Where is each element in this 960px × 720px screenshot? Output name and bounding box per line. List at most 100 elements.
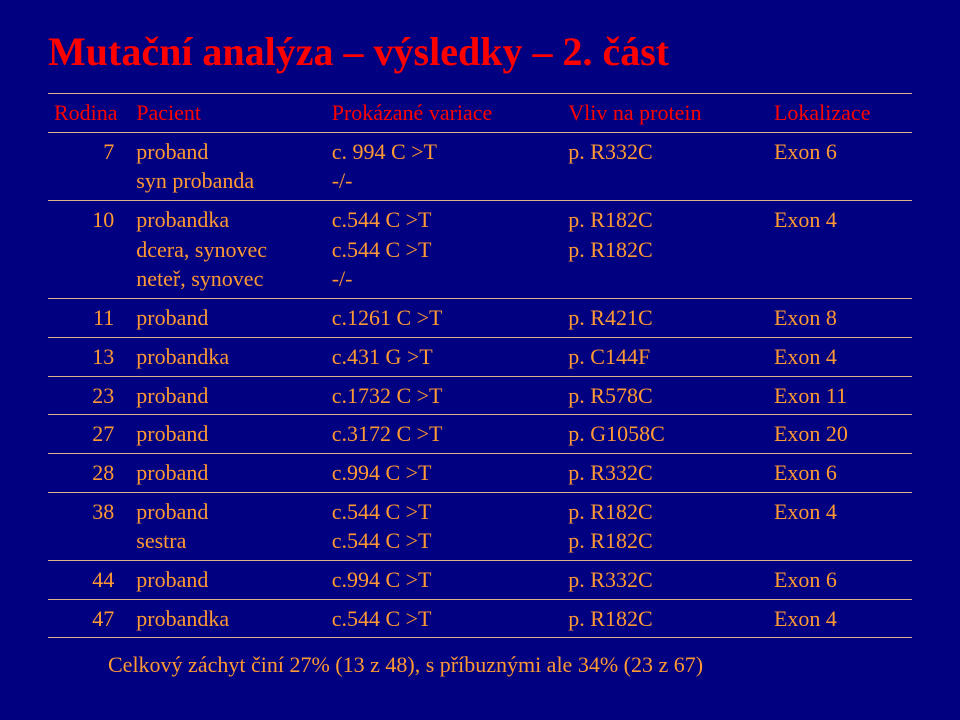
summary-footer: Celkový záchyt činí 27% (13 z 48), s pří… [48, 652, 912, 678]
cell-protein: p. R182Cp. R182C [562, 201, 768, 299]
cell-rodina: 47 [48, 599, 130, 638]
cell-line: proband [136, 458, 319, 488]
cell-line: c.431 G >T [332, 342, 557, 372]
cell-line: syn probanda [136, 166, 319, 196]
cell-rodina: 44 [48, 560, 130, 599]
cell-line: sestra [136, 526, 319, 556]
cell-line: neteř, synovec [136, 264, 319, 294]
cell-lokalizace: Exon 4 [768, 492, 912, 560]
cell-pacient: probandsestra [130, 492, 325, 560]
cell-variace: c.1732 C >T [326, 376, 563, 415]
table-row: 23proband c.1732 C >T p. R578CExon 11 [48, 376, 912, 415]
table-row: 27probandc.3172 C >Tp. G1058CExon 20 [48, 415, 912, 454]
cell-variace: c.994 C >T [326, 453, 563, 492]
cell-variace: c.1261 C >T [326, 299, 563, 338]
table-row: 28proband c.994 C >Tp. R332CExon 6 [48, 453, 912, 492]
col-rodina: Rodina [48, 94, 130, 133]
cell-line: p. G1058C [568, 419, 762, 449]
cell-rodina: 10 [48, 201, 130, 299]
cell-line: p. R332C [568, 137, 762, 167]
cell-line: proband [136, 303, 319, 333]
cell-variace: c.544 C >Tc.544 C >T-/- [326, 201, 563, 299]
cell-line: probandka [136, 342, 319, 372]
cell-lokalizace: Exon 4 [768, 599, 912, 638]
cell-line: proband [136, 419, 319, 449]
table-row: 10probandkadcera, synovecneteř, synovecc… [48, 201, 912, 299]
table-row: 11proband c.1261 C >T p. R421CExon 8 [48, 299, 912, 338]
table-row: 47probandka c.544 C >T p. R182CExon 4 [48, 599, 912, 638]
cell-line: c.544 C >T [332, 526, 557, 556]
cell-line: c.544 C >T [332, 235, 557, 265]
cell-protein: p. R332C [562, 453, 768, 492]
cell-rodina: 13 [48, 337, 130, 376]
table-header-row: Rodina Pacient Prokázané variace Vliv na… [48, 94, 912, 133]
cell-line: probandka [136, 205, 319, 235]
cell-line: proband [136, 137, 319, 167]
cell-lokalizace: Exon 11 [768, 376, 912, 415]
cell-pacient: proband [130, 299, 325, 338]
table-row: 13probandka c.431 G >T p. C144FExon 4 [48, 337, 912, 376]
cell-pacient: proband [130, 453, 325, 492]
cell-rodina: 28 [48, 453, 130, 492]
cell-pacient: probandsyn probanda [130, 132, 325, 200]
cell-line: p. R332C [568, 565, 762, 595]
cell-lokalizace: Exon 8 [768, 299, 912, 338]
cell-protein: p. R182C [562, 599, 768, 638]
cell-line: c.544 C >T [332, 205, 557, 235]
cell-line: -/- [332, 166, 557, 196]
cell-lokalizace: Exon 6 [768, 453, 912, 492]
cell-line: dcera, synovec [136, 235, 319, 265]
cell-variace: c.994 C >T [326, 560, 563, 599]
cell-line: p. C144F [568, 342, 762, 372]
cell-line: c.544 C >T [332, 604, 557, 634]
cell-protein: p. R421C [562, 299, 768, 338]
cell-line: p. R182C [568, 497, 762, 527]
cell-rodina: 38 [48, 492, 130, 560]
cell-line: p. R182C [568, 604, 762, 634]
cell-protein: p. G1058C [562, 415, 768, 454]
cell-protein: p. R332C [562, 560, 768, 599]
cell-variace: c.431 G >T [326, 337, 563, 376]
cell-line: p. R578C [568, 381, 762, 411]
cell-line: c. 994 C >T [332, 137, 557, 167]
cell-pacient: proband [130, 415, 325, 454]
cell-pacient: probandka [130, 337, 325, 376]
cell-protein: p. R332C [562, 132, 768, 200]
cell-line: c.994 C >T [332, 458, 557, 488]
cell-rodina: 23 [48, 376, 130, 415]
cell-variace: c.544 C >Tc.544 C >T [326, 492, 563, 560]
cell-line: c.3172 C >T [332, 419, 557, 449]
cell-pacient: proband [130, 560, 325, 599]
cell-protein: p. C144F [562, 337, 768, 376]
cell-line: -/- [332, 264, 557, 294]
cell-pacient: proband [130, 376, 325, 415]
cell-protein: p. R578C [562, 376, 768, 415]
cell-line: p. R421C [568, 303, 762, 333]
mutation-table: Rodina Pacient Prokázané variace Vliv na… [48, 93, 912, 638]
cell-protein: p. R182Cp. R182C [562, 492, 768, 560]
cell-lokalizace: Exon 4 [768, 201, 912, 299]
cell-line: c.994 C >T [332, 565, 557, 595]
cell-rodina: 7 [48, 132, 130, 200]
cell-variace: c. 994 C >T-/- [326, 132, 563, 200]
cell-line: c.544 C >T [332, 497, 557, 527]
page-title: Mutační analýza – výsledky – 2. část [48, 28, 912, 75]
cell-line: probandka [136, 604, 319, 634]
table-row: 38probandsestrac.544 C >Tc.544 C >Tp. R1… [48, 492, 912, 560]
cell-line: proband [136, 565, 319, 595]
cell-line: c.1732 C >T [332, 381, 557, 411]
cell-lokalizace: Exon 20 [768, 415, 912, 454]
col-variace: Prokázané variace [326, 94, 563, 133]
col-protein: Vliv na protein [562, 94, 768, 133]
cell-pacient: probandka [130, 599, 325, 638]
cell-line: proband [136, 381, 319, 411]
cell-rodina: 11 [48, 299, 130, 338]
table-row: 7probandsyn probandac. 994 C >T-/-p. R33… [48, 132, 912, 200]
cell-line: p. R182C [568, 526, 762, 556]
cell-pacient: probandkadcera, synovecneteř, synovec [130, 201, 325, 299]
cell-lokalizace: Exon 6 [768, 132, 912, 200]
cell-line: c.1261 C >T [332, 303, 557, 333]
cell-lokalizace: Exon 4 [768, 337, 912, 376]
table-row: 44probandc.994 C >Tp. R332CExon 6 [48, 560, 912, 599]
col-lokalizace: Lokalizace [768, 94, 912, 133]
